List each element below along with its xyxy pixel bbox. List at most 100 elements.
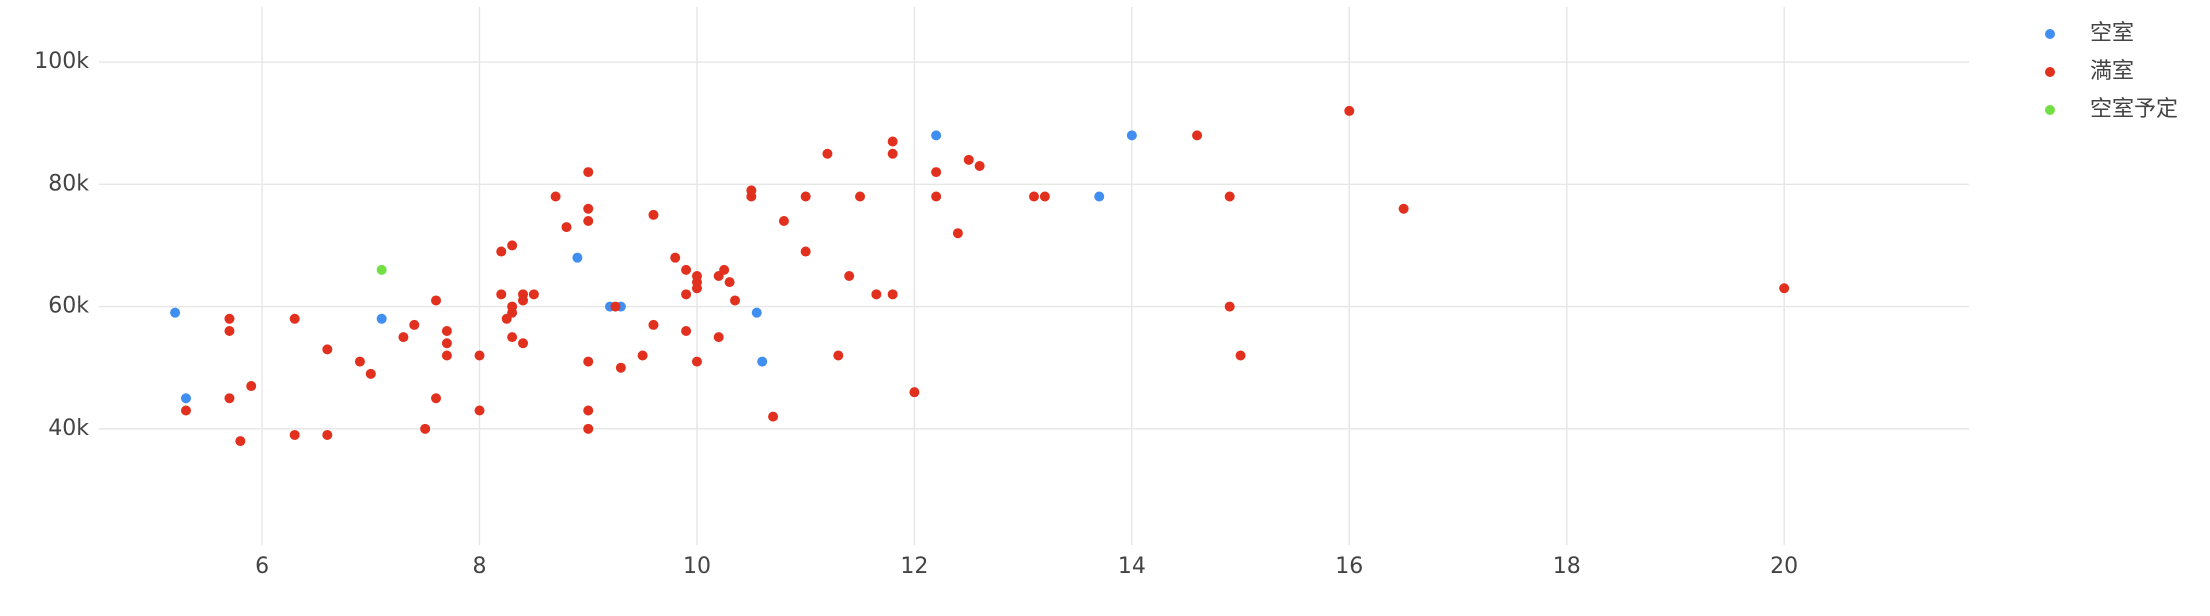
point [550,191,561,202]
point [974,160,985,171]
x-tick-label: 12 [900,554,928,579]
point [691,356,702,367]
point [887,289,898,300]
point [681,289,692,300]
point [800,191,811,202]
point [441,350,452,361]
point [1779,283,1790,294]
point [909,387,920,398]
point [420,423,431,434]
point [637,350,648,361]
point [768,411,779,422]
point [409,319,420,330]
point [246,381,257,392]
x-tick-label: 14 [1118,554,1146,579]
point [648,319,659,330]
point [724,277,735,288]
point [376,264,387,275]
point [681,326,692,337]
legend-marker [2045,67,2055,77]
point [1224,301,1235,312]
point [730,295,741,306]
point [1029,191,1039,202]
point [507,240,518,251]
point [322,429,333,440]
y-tick-label: 60k [48,294,89,319]
series [170,130,1137,404]
x-tick-label: 18 [1553,554,1581,579]
point [800,246,811,257]
point [474,405,485,416]
point [224,326,235,337]
point [1344,105,1355,116]
point [1094,191,1105,202]
x-tick-label: 16 [1335,554,1363,579]
point [719,264,730,275]
series [180,105,1790,447]
point [561,222,572,233]
x-tick-label: 8 [473,554,487,579]
point [441,338,452,349]
point [681,264,692,275]
point [170,307,181,318]
point [474,350,485,361]
point [844,271,855,281]
point [518,295,529,306]
point [518,338,529,349]
point [931,130,942,141]
point [431,295,442,306]
point [931,167,942,178]
point [507,332,518,343]
point [496,246,507,257]
point [398,332,409,343]
point [751,307,762,318]
x-tick-label: 20 [1770,554,1798,579]
point [931,191,942,202]
point [822,148,833,159]
point [376,313,387,324]
point [289,313,300,324]
point [1235,350,1246,361]
legend-label: 空室 [2090,21,2134,46]
point [180,405,191,416]
point [441,326,452,337]
point [496,289,507,300]
point [322,344,333,355]
point [583,215,594,226]
point [365,368,376,379]
y-tick-label: 40k [48,416,89,441]
y-tick-label: 80k [48,171,89,196]
point [1039,191,1050,202]
point [871,289,882,300]
point [1224,191,1235,202]
point [583,167,594,178]
legend-label: 空室予定 [2090,97,2178,122]
point [572,252,583,263]
point [691,283,702,294]
x-tick-label: 10 [683,554,711,579]
point [583,203,594,214]
point [855,191,866,202]
point [431,393,442,404]
point [224,313,235,324]
point [952,228,963,239]
point [887,148,898,159]
point [610,301,621,312]
point [887,136,898,147]
point [746,191,757,202]
legend-label: 満室 [2090,59,2134,84]
point [354,356,365,367]
point [1192,130,1203,141]
y-tick-label: 100k [34,49,89,74]
point [235,436,246,447]
point [528,289,539,300]
legend-marker [2045,105,2055,115]
point [615,362,626,373]
point [713,332,724,343]
point [1398,203,1409,214]
point [180,393,191,404]
point [833,350,844,361]
point [670,252,681,263]
point [757,356,768,367]
